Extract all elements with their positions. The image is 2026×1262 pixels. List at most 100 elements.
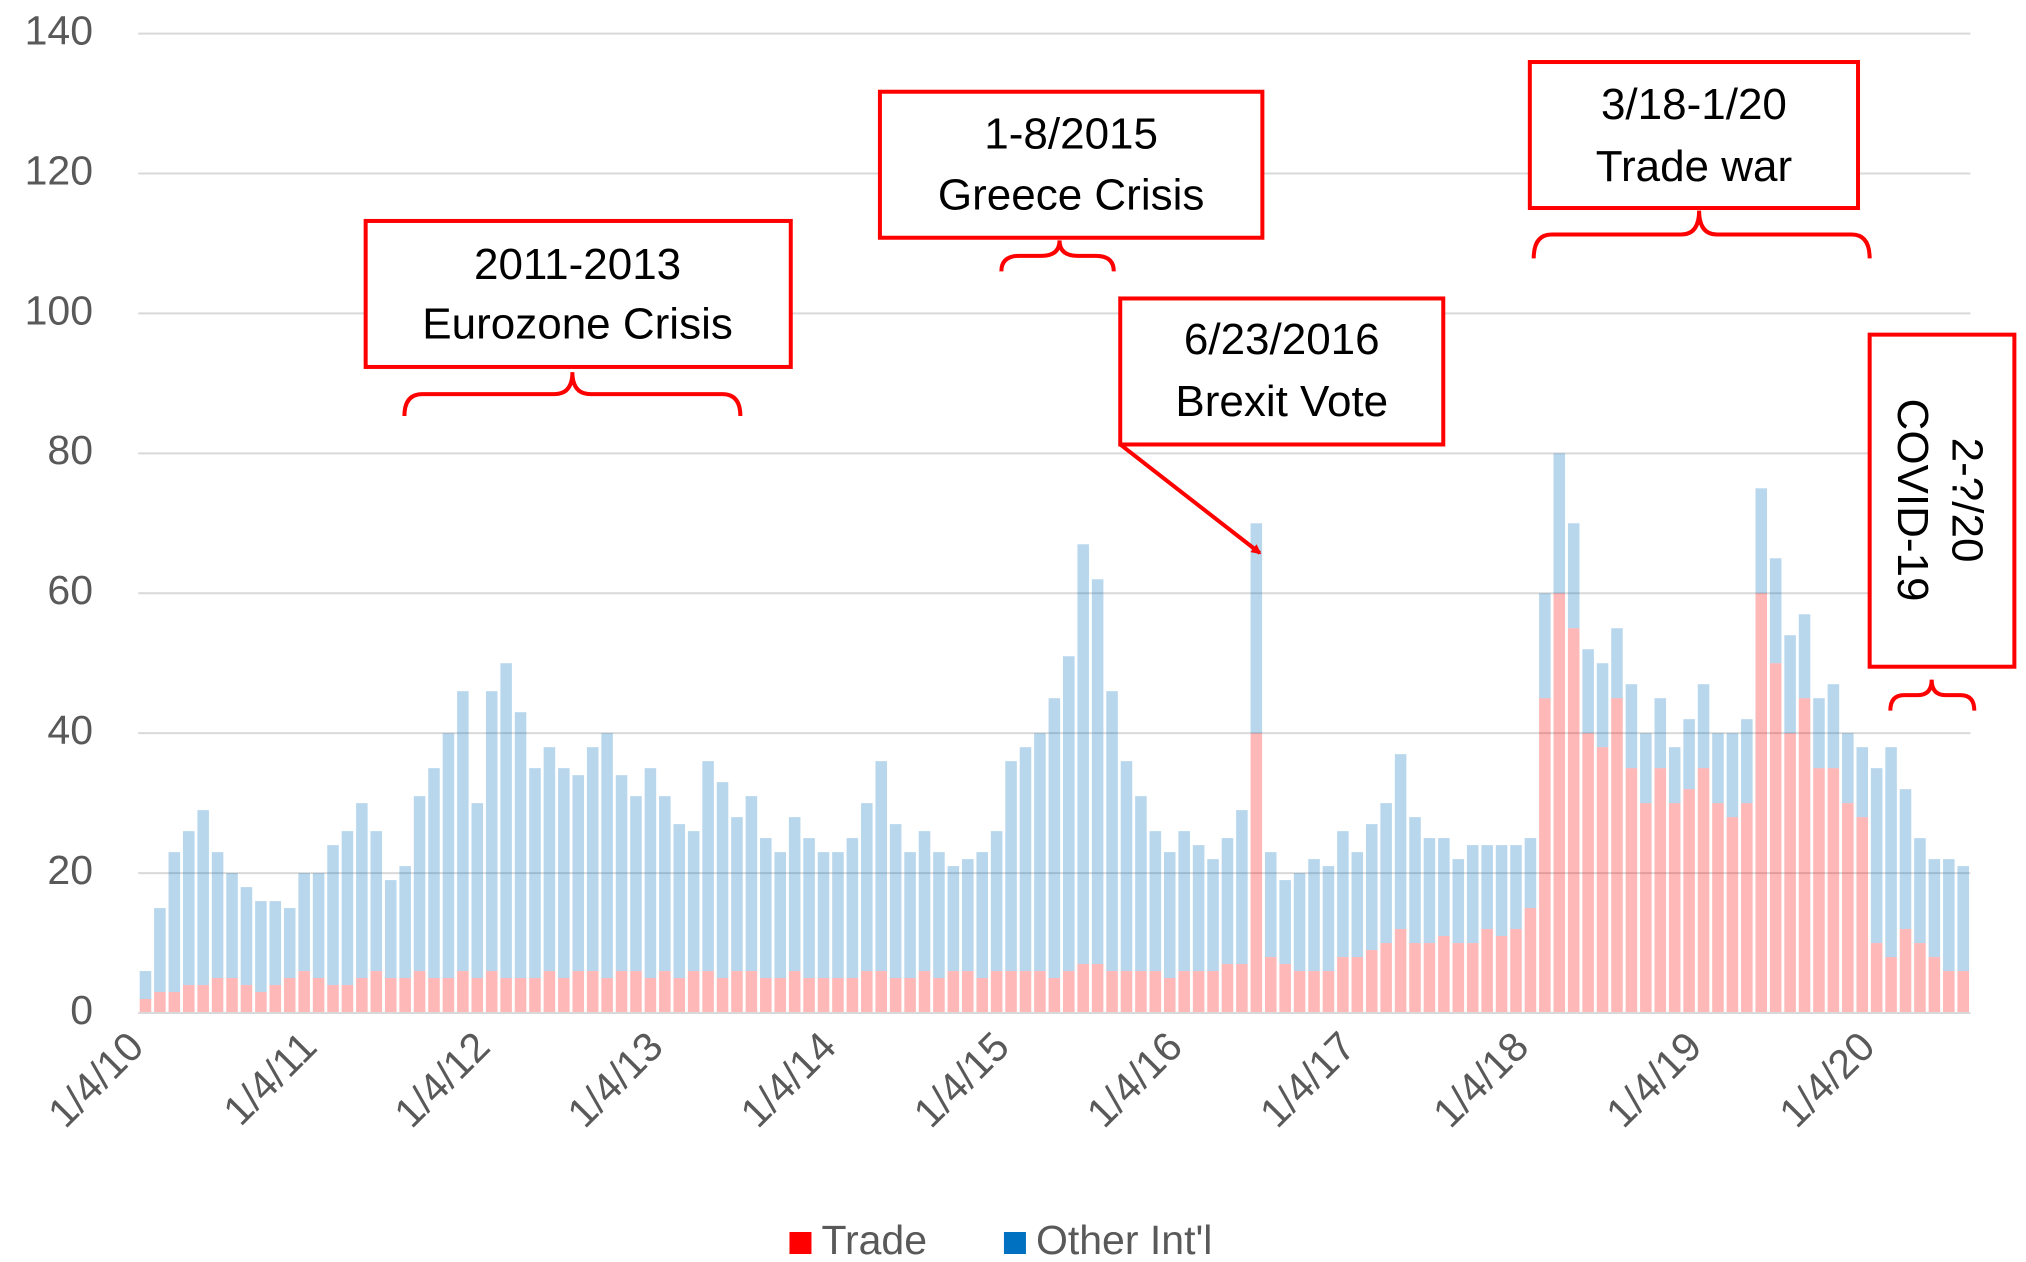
bar xyxy=(1337,957,1349,1013)
bar xyxy=(168,852,181,993)
bar xyxy=(947,866,960,972)
bar xyxy=(1510,929,1522,1013)
bar xyxy=(601,733,613,979)
bar xyxy=(933,978,945,1013)
bar xyxy=(788,817,801,972)
bar xyxy=(1077,964,1089,1013)
bar xyxy=(1827,768,1840,1013)
bar xyxy=(211,852,224,979)
annotation-text: 2011-2013 xyxy=(474,240,681,289)
bar xyxy=(1337,831,1349,958)
x-tick-label: 1/4/14 xyxy=(732,1023,845,1136)
bar xyxy=(1928,859,1941,958)
bar xyxy=(514,712,527,979)
bar xyxy=(1668,747,1681,804)
legend-label: Other Int'l xyxy=(1036,1217,1212,1262)
y-tick-label: 20 xyxy=(47,847,93,893)
bar xyxy=(1784,635,1796,734)
bar xyxy=(1827,684,1840,769)
bar xyxy=(1481,845,1493,930)
bar xyxy=(1885,957,1897,1013)
bar xyxy=(1207,859,1219,972)
bar xyxy=(1178,831,1190,972)
annotation-brace xyxy=(1888,679,1977,711)
bar xyxy=(471,978,484,1013)
bar xyxy=(1640,803,1652,1013)
x-tick-label: 1/4/15 xyxy=(905,1023,1018,1136)
bar xyxy=(514,978,527,1013)
bar xyxy=(428,978,440,1013)
bar xyxy=(1899,789,1912,930)
bar xyxy=(226,978,238,1013)
bar xyxy=(1250,733,1263,1013)
bar xyxy=(413,796,426,972)
bar xyxy=(760,978,772,1013)
bar xyxy=(832,852,844,979)
bar xyxy=(298,873,310,972)
bar xyxy=(817,852,830,979)
bar xyxy=(1207,971,1219,1013)
bar xyxy=(529,978,541,1013)
bar xyxy=(1495,936,1508,1013)
bar xyxy=(1019,971,1032,1013)
bar xyxy=(1163,978,1176,1013)
bar xyxy=(1192,845,1205,972)
bar xyxy=(1365,950,1378,1013)
bar xyxy=(1163,852,1176,979)
y-tick-label: 0 xyxy=(70,987,93,1033)
bar xyxy=(731,971,743,1013)
bar xyxy=(1322,866,1335,972)
annotation-text: Greece Crisis xyxy=(938,170,1205,219)
y-tick-label: 80 xyxy=(47,427,93,473)
annotation-text: COVID-19 xyxy=(1888,399,1937,602)
bar xyxy=(154,992,166,1013)
bar xyxy=(918,831,931,972)
bar xyxy=(716,978,729,1013)
bar xyxy=(154,908,166,993)
bar xyxy=(1149,831,1162,972)
bar xyxy=(918,971,931,1013)
annotation-text: 3/18-1/20 xyxy=(1601,80,1787,129)
bar xyxy=(1120,761,1133,972)
bar xyxy=(1365,824,1378,951)
bar xyxy=(659,971,671,1013)
x-tick-label: 1/4/11 xyxy=(214,1023,325,1134)
annotation-arrow xyxy=(1119,442,1262,555)
bar xyxy=(1048,978,1061,1013)
bar xyxy=(139,999,152,1013)
bar xyxy=(1034,733,1046,972)
bar xyxy=(1885,747,1897,958)
bar xyxy=(1856,747,1869,818)
bar xyxy=(1798,614,1811,699)
bar xyxy=(1409,943,1421,1013)
bar xyxy=(1293,971,1306,1013)
bar xyxy=(1048,698,1061,979)
bar xyxy=(861,803,873,972)
bar xyxy=(197,985,209,1013)
bar xyxy=(644,978,657,1013)
bar xyxy=(255,901,267,993)
bar xyxy=(615,775,628,972)
bar xyxy=(976,852,988,979)
annotation-box xyxy=(363,218,793,369)
bar xyxy=(774,978,787,1013)
bar xyxy=(269,985,282,1013)
bar xyxy=(1697,684,1710,769)
bar xyxy=(1539,698,1551,1013)
bar xyxy=(1221,964,1234,1013)
bar xyxy=(1409,817,1421,944)
bar xyxy=(341,985,354,1013)
bar xyxy=(1784,733,1796,1013)
bar xyxy=(558,978,570,1013)
bar xyxy=(889,824,902,979)
bar xyxy=(1394,754,1407,930)
bar xyxy=(572,775,585,972)
bar xyxy=(1856,817,1869,1013)
bar xyxy=(962,971,974,1013)
bar xyxy=(832,978,844,1013)
bar xyxy=(875,971,887,1013)
bar xyxy=(990,971,1003,1013)
bar xyxy=(1567,523,1580,629)
bar xyxy=(341,831,354,986)
bar xyxy=(1755,488,1768,594)
